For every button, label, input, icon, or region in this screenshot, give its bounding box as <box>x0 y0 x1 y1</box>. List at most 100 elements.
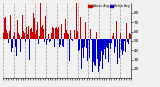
Bar <box>126 23 127 39</box>
Bar <box>84 39 85 49</box>
Bar <box>53 28 54 39</box>
Bar <box>80 17 81 39</box>
Bar <box>71 39 72 40</box>
Bar <box>39 36 40 39</box>
Bar <box>107 39 108 48</box>
Bar <box>98 39 99 72</box>
Bar <box>117 39 118 64</box>
Bar <box>30 29 31 39</box>
Bar <box>85 22 86 39</box>
Bar <box>7 33 8 39</box>
Bar <box>6 30 7 39</box>
Bar <box>33 13 34 39</box>
Bar <box>89 39 90 58</box>
Bar <box>56 39 57 41</box>
Bar <box>66 30 67 39</box>
Bar <box>14 32 15 39</box>
Bar <box>18 33 19 39</box>
Bar <box>13 36 14 39</box>
Bar <box>94 39 95 65</box>
Bar <box>23 31 24 39</box>
Bar <box>124 39 125 62</box>
Bar <box>46 39 47 45</box>
Bar <box>100 39 101 61</box>
Bar <box>49 39 50 42</box>
Bar <box>90 29 91 39</box>
Bar <box>62 39 63 46</box>
Legend: Above Avg, Below Avg: Above Avg, Below Avg <box>88 3 130 8</box>
Bar <box>110 39 111 49</box>
Bar <box>69 39 70 61</box>
Bar <box>92 39 93 72</box>
Bar <box>86 39 87 48</box>
Bar <box>34 18 35 39</box>
Bar <box>114 39 115 53</box>
Bar <box>36 39 37 44</box>
Bar <box>45 16 46 39</box>
Bar <box>35 12 36 39</box>
Bar <box>108 39 109 62</box>
Bar <box>103 39 104 78</box>
Bar <box>122 39 123 55</box>
Bar <box>52 27 53 39</box>
Bar <box>68 34 69 39</box>
Bar <box>3 33 4 39</box>
Bar <box>93 39 94 62</box>
Bar <box>97 39 98 59</box>
Bar <box>41 27 42 39</box>
Bar <box>74 30 75 39</box>
Bar <box>44 39 45 42</box>
Bar <box>121 39 122 50</box>
Bar <box>129 33 130 39</box>
Bar <box>106 39 107 48</box>
Bar <box>42 25 43 39</box>
Bar <box>104 39 105 61</box>
Bar <box>102 39 103 69</box>
Bar <box>12 39 13 48</box>
Bar <box>9 39 10 47</box>
Bar <box>48 34 49 39</box>
Bar <box>78 39 79 51</box>
Bar <box>60 39 61 45</box>
Bar <box>47 39 48 40</box>
Bar <box>43 29 44 39</box>
Bar <box>29 15 30 39</box>
Bar <box>119 39 120 58</box>
Bar <box>19 35 20 39</box>
Bar <box>81 39 82 69</box>
Bar <box>61 24 62 39</box>
Bar <box>91 39 92 40</box>
Bar <box>15 20 16 39</box>
Bar <box>101 39 102 51</box>
Bar <box>21 37 22 39</box>
Bar <box>105 39 106 59</box>
Bar <box>112 36 113 39</box>
Bar <box>95 39 96 66</box>
Bar <box>113 33 114 39</box>
Bar <box>20 39 21 52</box>
Bar <box>40 1 41 39</box>
Bar <box>26 27 27 39</box>
Bar <box>116 21 117 39</box>
Bar <box>16 39 17 48</box>
Bar <box>28 26 29 39</box>
Bar <box>54 39 55 47</box>
Bar <box>77 31 78 39</box>
Bar <box>11 39 12 52</box>
Bar <box>51 33 52 39</box>
Bar <box>63 39 64 47</box>
Bar <box>4 18 5 39</box>
Bar <box>58 27 59 39</box>
Bar <box>76 0 77 39</box>
Bar <box>55 24 56 39</box>
Bar <box>31 28 32 39</box>
Bar <box>82 39 83 48</box>
Bar <box>128 39 129 44</box>
Bar <box>87 39 88 61</box>
Bar <box>123 39 124 41</box>
Bar <box>8 39 9 43</box>
Bar <box>22 14 23 39</box>
Bar <box>115 39 116 47</box>
Bar <box>130 39 131 41</box>
Bar <box>99 39 100 66</box>
